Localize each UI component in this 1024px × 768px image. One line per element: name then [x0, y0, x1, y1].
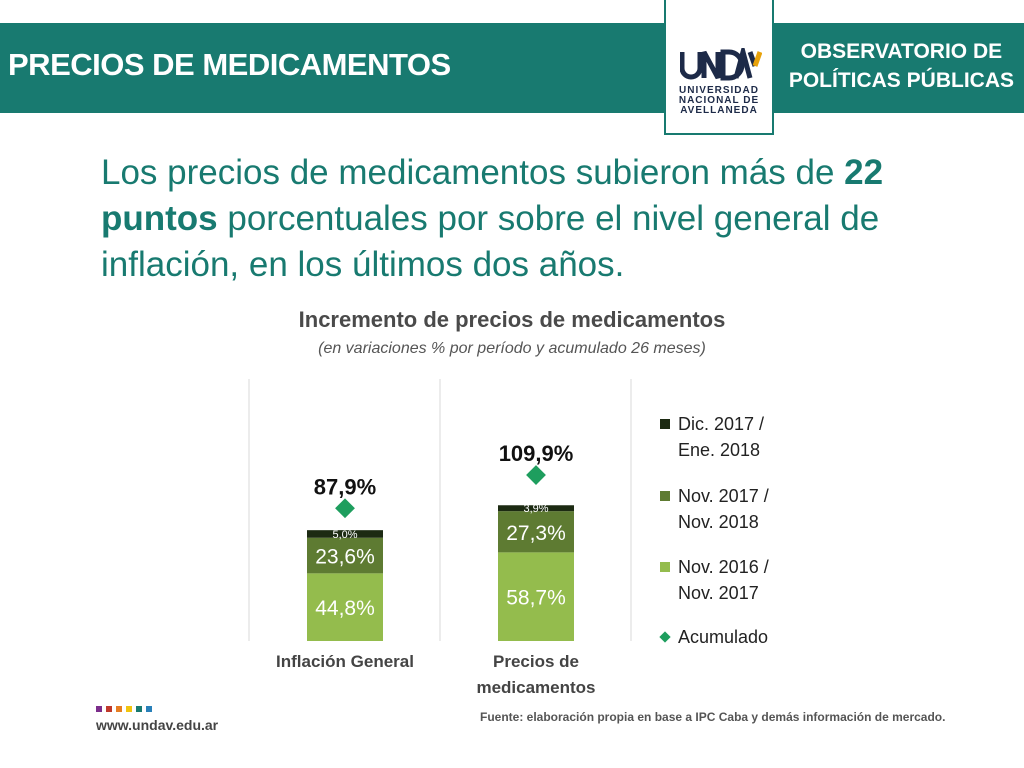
brand-dot	[136, 706, 142, 712]
data-label-c1-s1: 27,3%	[506, 522, 566, 545]
chart-title: Incremento de precios de medicamentos	[298, 307, 726, 332]
bar-segment-c0-s2	[307, 530, 383, 538]
legend-line: Nov. 2016 /	[678, 557, 769, 577]
brand-dot	[96, 706, 102, 712]
legend-label-dic-ene: Dic. 2017 / Ene. 2018	[678, 411, 818, 463]
legend-line: Nov. 2017	[678, 583, 759, 603]
data-label-c0-s0: 44,8%	[315, 597, 375, 620]
headline: Los precios de medicamentos subieron más…	[101, 150, 1001, 288]
legend-line: Dic. 2017 /	[678, 414, 765, 434]
observatorio-label: OBSERVATORIO DE POLÍTICAS PÚBLICAS	[789, 37, 1014, 95]
legend-diamond-acumulado	[659, 631, 671, 643]
website-link[interactable]: www.undav.edu.ar	[96, 717, 219, 733]
logo-line1: UNIVERSIDAD	[679, 85, 759, 96]
category-label-1-1: medicamentos	[476, 678, 595, 697]
undav-logo: UNIVERSIDAD NACIONAL DE AVELLANEDA	[664, 0, 774, 135]
legend-line: Ene. 2018	[678, 440, 761, 460]
legend-swatch-nov16-nov17	[660, 562, 670, 572]
brand-dot	[116, 706, 122, 712]
bar-segment-c1-s1	[498, 511, 574, 553]
brand-dot	[106, 706, 112, 712]
headline-part2: porcentuales por sobre el nivel general …	[101, 199, 880, 284]
cumulative-label-1: 109,9%	[499, 441, 574, 466]
category-label-1-0: Precios de	[493, 652, 579, 671]
header-bar: PRECIOS DE MEDICAMENTOS OBSERVATORIO DE …	[0, 23, 1024, 113]
legend-line: Nov. 2018	[678, 512, 759, 532]
bar-segment-c1-s2	[498, 505, 574, 512]
legend-label-nov17-nov18: Nov. 2017 / Nov. 2018	[678, 483, 818, 535]
cumulative-label-0: 87,9%	[314, 474, 376, 499]
cumulative-marker-0	[335, 498, 355, 519]
category-label-0-0: Inflación General	[276, 652, 414, 671]
logo-text: UNIVERSIDAD NACIONAL DE AVELLANEDA	[666, 86, 772, 116]
brand-dots	[96, 706, 152, 712]
logo-line3: AVELLANEDA	[680, 105, 758, 116]
legend-line: Nov. 2017 /	[678, 486, 769, 506]
undav-logo-mark	[680, 48, 762, 81]
data-label-c0-s1: 23,6%	[315, 546, 375, 569]
legend-label-acumulado: Acumulado	[678, 627, 769, 647]
page-title: PRECIOS DE MEDICAMENTOS	[8, 47, 451, 82]
data-label-c0-s2: 5,0%	[332, 529, 357, 541]
bar-segment-c0-s0	[307, 573, 383, 641]
legend-swatch-nov17-nov18	[660, 491, 670, 501]
bar-segment-c1-s0	[498, 552, 574, 641]
stacked-bar-chart: 44,8% 23,6% 5,0% 87,9% Inflación General 58,7…	[248, 379, 632, 697]
headline-bold: 22 puntos	[101, 153, 884, 238]
brand-dot	[126, 706, 132, 712]
data-label-c1-s2: 3,9%	[523, 503, 548, 515]
headline-part1: Los precios de medicamentos subieron más…	[101, 153, 845, 192]
chart-subtitle: (en variaciones % por período y acumulad…	[318, 340, 706, 357]
logo-line2: NACIONAL DE	[678, 95, 760, 106]
cumulative-marker-1	[526, 465, 546, 485]
source-note: Fuente: elaboración propia en base a IPC…	[480, 710, 946, 724]
legend-label-nov16-nov17: Nov. 2016 / Nov. 2017	[678, 554, 818, 606]
bar-segment-c0-s1	[307, 537, 383, 574]
legend-swatch-dic-ene	[660, 419, 670, 429]
brand-dot	[146, 706, 152, 712]
data-label-c1-s0: 58,7%	[506, 587, 566, 610]
observatorio-line2: POLÍTICAS PÚBLICAS	[788, 69, 1014, 92]
observatorio-line1: OBSERVATORIO DE	[800, 40, 1003, 63]
